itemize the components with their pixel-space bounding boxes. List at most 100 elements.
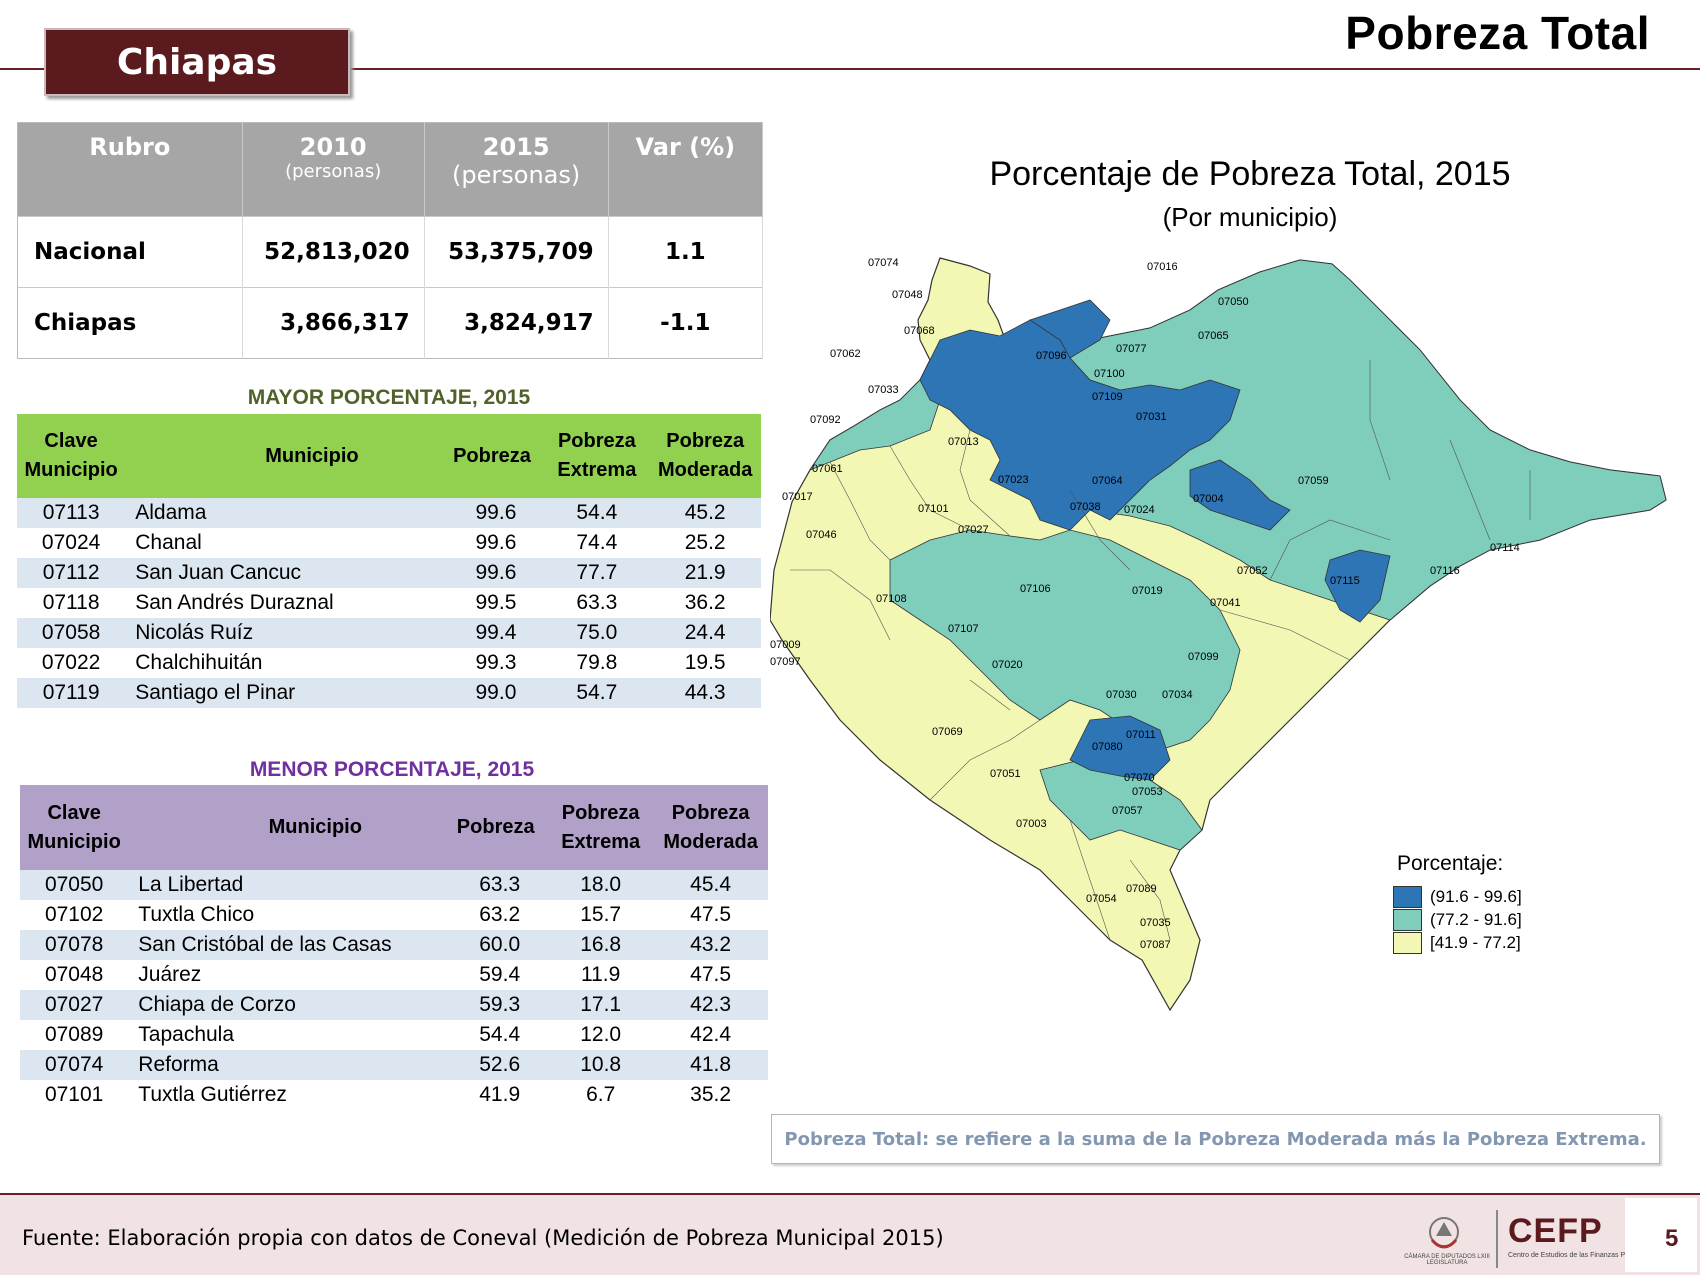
extrema-cell: 77.7 (544, 558, 650, 588)
region-blue-southeast (1324, 549, 1391, 623)
municipio-label: 07097 (770, 656, 801, 668)
municipio-label: 07062 (830, 348, 861, 360)
summary-header-rubro: Rubro (17, 122, 243, 217)
municipio-cell: La Libertad (128, 870, 444, 900)
clave-cell: 07027 (20, 990, 129, 1020)
legend-label: (77.2 - 91.6] (1430, 910, 1522, 929)
municipio-cell: Reforma (128, 1050, 444, 1080)
page-title: Pobreza Total (1345, 7, 1650, 59)
moderada-cell: 45.4 (653, 870, 768, 900)
municipio-labels: 07074 07048 07016 07050 07065 07068 07062 07077… (770, 257, 1520, 951)
mayor-table: Clave Municipio Municipio Pobreza Pobreza… (17, 414, 761, 708)
summary-table: Rubro 2010 (personas) 2015 (personas) Var … (17, 122, 764, 359)
municipio-cell: San Cristóbal de las Casas (128, 930, 444, 960)
moderada-cell: 24.4 (649, 618, 761, 648)
table-row: 07078 San Cristóbal de las Casas 60.0 16.8 4… (20, 930, 768, 960)
municipio-label: 07089 (1126, 883, 1157, 895)
table-row: 07022 Chalchihuitán 99.3 79.8 19.5 (17, 648, 761, 678)
clave-cell: 07074 (20, 1050, 129, 1080)
pobreza-cell: 41.9 (479, 1083, 521, 1106)
legend-item-mid: (77.2 - 91.6] (1393, 909, 1522, 931)
municipio-label: 07027 (958, 524, 989, 536)
extrema-cell: 10.8 (548, 1050, 654, 1080)
municipio-label: 07016 (1147, 261, 1178, 273)
municipio-label: 07035 (1140, 917, 1171, 929)
legend-item-low: [41.9 - 77.2] (1393, 932, 1521, 954)
municipio-cell: Santiago el Pinar (125, 678, 440, 708)
extrema-cell: 15.7 (580, 903, 622, 926)
legend-item-high: (91.6 - 99.6] (1393, 886, 1522, 908)
municipio-label: 07109 (1092, 391, 1123, 403)
summary-cell-2015: 3,824,917 (424, 287, 609, 359)
extrema-cell: 17.1 (548, 990, 654, 1020)
definition-note-text: Pobreza Total: se refiere a la suma de l… (784, 1128, 1647, 1150)
menor-header-extrema: Pobreza Extrema (561, 801, 641, 853)
table-row: 07050 La Libertad 63.3 18.0 45.4 (20, 870, 768, 900)
municipio-cell: Chalchihuitán (135, 651, 263, 674)
clave-cell: 07112 (17, 558, 126, 588)
clave-cell: 07089 (44, 1023, 104, 1046)
clave-cell: 07113 (17, 498, 126, 528)
table-row: 07027 Chiapa de Corzo 59.3 17.1 42.3 (20, 990, 768, 1020)
moderada-cell: 36.2 (684, 591, 726, 614)
table-row: 07118 San Andrés Duraznal 99.5 63.3 36.2 (17, 588, 761, 618)
cefp-logo-subtitle: Centro de Estudios de las Finanzas Públi… (1508, 1252, 1647, 1259)
municipio-label: 07046 (806, 529, 837, 541)
extrema-cell: 11.9 (581, 963, 621, 986)
footer-rule (0, 1193, 1700, 1195)
pobreza-cell: 54.4 (479, 1023, 521, 1046)
camara-diputados-logo-icon (1429, 1217, 1459, 1249)
page-number: 5 (1665, 1225, 1679, 1252)
extrema-cell: 16.8 (548, 930, 654, 960)
municipio-label: 07059 (1298, 475, 1329, 487)
menor-table-title: MENOR PORCENTAJE, 2015 (249, 758, 535, 781)
moderada-cell: 43.2 (653, 930, 768, 960)
pobreza-cell: 99.4 (439, 618, 545, 648)
municipio-label: 07011 (1126, 729, 1156, 741)
state-title-box: Chiapas (44, 28, 350, 96)
municipio-cell: San Andrés Duraznal (135, 591, 334, 614)
pobreza-cell: 99.0 (439, 678, 545, 708)
municipio-label: 07013 (948, 436, 979, 448)
municipio-label: 07033 (868, 384, 899, 396)
clave-cell: 07024 (41, 531, 101, 554)
mayor-header-clave: Clave Municipio (24, 430, 118, 481)
legend-title: Porcentaje: (1397, 852, 1504, 875)
menor-header-municipio: Municipio (268, 816, 362, 838)
region-teal-center (889, 529, 1241, 751)
summary-cell-2010: 52,813,020 (242, 216, 425, 288)
pobreza-cell: 99.6 (439, 498, 545, 528)
legend-swatch (1393, 909, 1422, 931)
municipio-label: 07115 (1330, 575, 1360, 587)
legend-label: (91.6 - 99.6] (1430, 887, 1522, 906)
municipio-label: 07106 (1020, 583, 1051, 595)
municipio-label: 07020 (992, 659, 1023, 671)
municipio-label: 07087 (1140, 939, 1171, 951)
municipio-cell: Tapachula (138, 1023, 235, 1046)
chiapas-municipal-map: 07074 07048 07016 07050 07065 07068 07062 07077… (770, 257, 1667, 1012)
mayor-table-title: MAYOR PORCENTAJE, 2015 (247, 386, 531, 409)
municipio-cell: Juárez (138, 963, 202, 986)
moderada-cell: 42.4 (690, 1023, 732, 1046)
municipio-cell: Chanal (135, 531, 202, 554)
municipio-label: 07068 (904, 325, 935, 337)
moderada-cell: 42.3 (653, 990, 768, 1020)
municipio-label: 07096 (1036, 350, 1067, 362)
extrema-cell: 18.0 (548, 870, 654, 900)
municipio-label: 07050 (1218, 296, 1249, 308)
menor-header-clave: Clave Municipio (27, 801, 121, 853)
mayor-header-municipio: Municipio (265, 444, 359, 467)
municipio-label: 07053 (1132, 786, 1163, 798)
municipio-label: 07114 (1490, 542, 1520, 554)
region-blue-north (1029, 299, 1111, 359)
menor-table: Clave Municipio Municipio Pobreza Pobreza… (20, 785, 768, 1110)
municipio-label: 07077 (1116, 343, 1147, 355)
clave-cell: 07048 (44, 963, 104, 986)
municipio-label: 07107 (948, 623, 979, 635)
pobreza-cell: 99.3 (475, 651, 517, 674)
municipio-label: 07052 (1237, 565, 1268, 577)
municipio-label: 07019 (1132, 585, 1163, 597)
summary-cell-2010: 3,866,317 (242, 287, 425, 359)
definition-note: Pobreza Total: se refiere a la suma de l… (771, 1114, 1660, 1164)
municipio-label: 07070 (1124, 772, 1155, 784)
